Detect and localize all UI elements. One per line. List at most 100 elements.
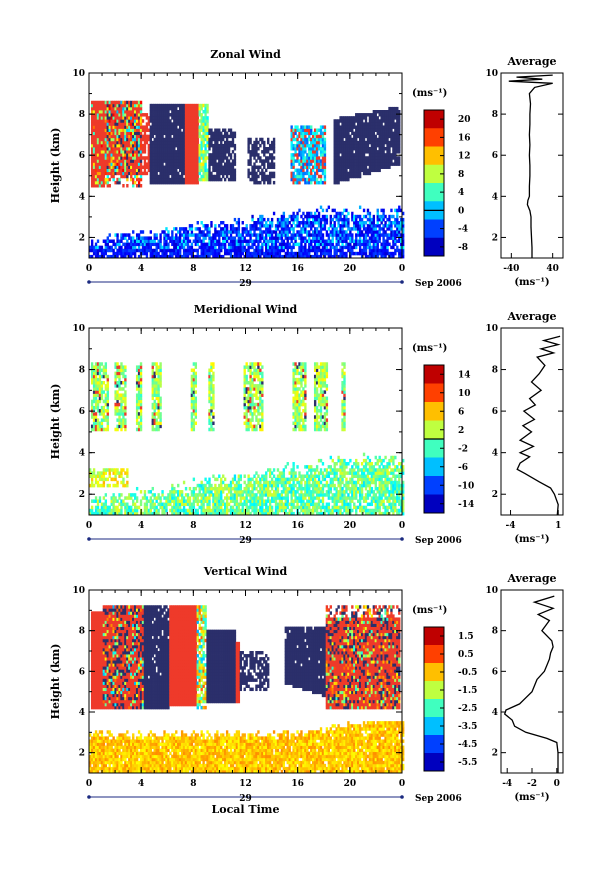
heatmap-cell	[204, 248, 207, 253]
heatmap-cell	[190, 248, 194, 253]
heatmap-cell	[94, 128, 98, 132]
heatmap-cell	[298, 221, 301, 225]
heatmap-cell	[186, 239, 190, 243]
heatmap-cell	[124, 248, 127, 253]
heatmap-cell	[122, 100, 125, 105]
heatmap-cell	[267, 140, 270, 145]
heatmap-cell	[194, 254, 197, 259]
heatmap-cell	[110, 143, 113, 148]
heatmap-cell	[312, 245, 315, 250]
heatmap-cell	[304, 177, 307, 182]
x-tick-label: 20	[344, 264, 357, 274]
heatmap-cell	[122, 184, 125, 188]
heatmap-cell	[202, 125, 205, 129]
heatmap-cell	[196, 131, 199, 136]
heatmap-cell	[308, 211, 311, 216]
heatmap-cell	[126, 103, 129, 108]
heatmap-cell	[135, 239, 139, 243]
heatmap-cell	[132, 134, 135, 139]
heatmap-cell	[204, 177, 207, 182]
heatmap-cell	[222, 174, 225, 179]
heatmap-cell	[126, 119, 129, 123]
heatmap-cell	[223, 147, 227, 151]
heatmap-cell	[265, 242, 268, 247]
heatmap-cell	[90, 239, 94, 243]
heatmap-cell	[130, 165, 133, 169]
heatmap-cell	[231, 150, 235, 154]
heatmap-cell	[108, 233, 111, 237]
heatmap-cell	[249, 150, 252, 154]
heatmap-cell	[184, 227, 188, 231]
heatmap-cell	[278, 230, 282, 234]
heatmap-cell	[151, 499, 154, 503]
heatmap-cell	[190, 251, 194, 256]
heatmap-cell	[212, 162, 215, 166]
heatmap-cell	[153, 177, 156, 182]
heatmap-cell	[114, 254, 117, 259]
heatmap-cell	[200, 156, 203, 160]
heatmap-cell	[210, 143, 213, 148]
heatmap-cell	[92, 119, 96, 123]
heatmap-cell	[124, 421, 127, 426]
heatmap-cell	[112, 168, 115, 173]
heatmap-cell	[92, 125, 96, 129]
heatmap-cell	[396, 217, 399, 222]
heatmap-cell	[137, 159, 141, 163]
heatmap-cell	[157, 116, 160, 120]
heatmap-cell	[130, 134, 133, 139]
heatmap-cell	[225, 174, 229, 179]
heatmap-cell	[294, 254, 297, 259]
heatmap-cell	[233, 131, 237, 136]
heatmap-cell	[188, 165, 192, 169]
heatmap-cell	[186, 245, 190, 250]
heatmap-cell	[319, 174, 323, 179]
heatmap-cell	[306, 168, 309, 173]
heatmap-cell	[198, 147, 201, 151]
heatmap-cell	[259, 214, 262, 219]
heatmap-cell	[165, 147, 168, 151]
heatmap-cell	[135, 248, 139, 253]
heatmap-cell	[196, 174, 199, 179]
heatmap-cell	[124, 424, 127, 429]
heatmap-cell	[192, 180, 196, 185]
heatmap-cell	[222, 242, 225, 247]
heatmap-cell	[92, 177, 96, 182]
heatmap-cell	[220, 131, 223, 136]
heatmap-cell	[204, 119, 207, 123]
heatmap-cell	[325, 245, 329, 250]
heatmap-cell	[171, 165, 174, 169]
heatmap-cell	[327, 236, 331, 240]
heatmap-cell	[202, 230, 205, 234]
heatmap-cell	[223, 171, 227, 176]
heatmap-cell	[312, 254, 315, 259]
heatmap-cell	[90, 508, 94, 513]
heatmap-cell	[177, 236, 180, 240]
heatmap-cell	[276, 236, 280, 240]
heatmap-cell	[104, 113, 108, 117]
heatmap-cell	[92, 165, 96, 169]
heatmap-cell	[200, 177, 203, 182]
heatmap-cell	[233, 153, 237, 157]
heatmap-cell	[122, 387, 125, 391]
heatmap-cell	[143, 134, 147, 139]
heatmap-cell	[237, 239, 241, 243]
heatmap-cell	[306, 217, 309, 222]
heatmap-cell	[98, 143, 102, 148]
heatmap-cell	[315, 177, 319, 182]
average-title: Average	[506, 55, 556, 68]
heatmap-cell	[310, 162, 313, 166]
heatmap-cell	[133, 251, 137, 256]
heatmap-cell	[100, 150, 104, 154]
heatmap-cell	[130, 171, 133, 176]
heatmap-cell	[145, 245, 149, 250]
heatmap-cell	[175, 159, 178, 163]
heatmap-cell	[116, 242, 119, 247]
heatmap-cell	[196, 177, 199, 182]
heatmap-cell	[130, 150, 133, 154]
heatmap-cell	[118, 113, 121, 117]
heatmap-cell	[133, 134, 137, 139]
heatmap-cell	[153, 103, 156, 108]
heatmap-cell	[163, 140, 166, 145]
heatmap-cell	[259, 224, 262, 228]
heatmap-cell	[184, 153, 188, 157]
